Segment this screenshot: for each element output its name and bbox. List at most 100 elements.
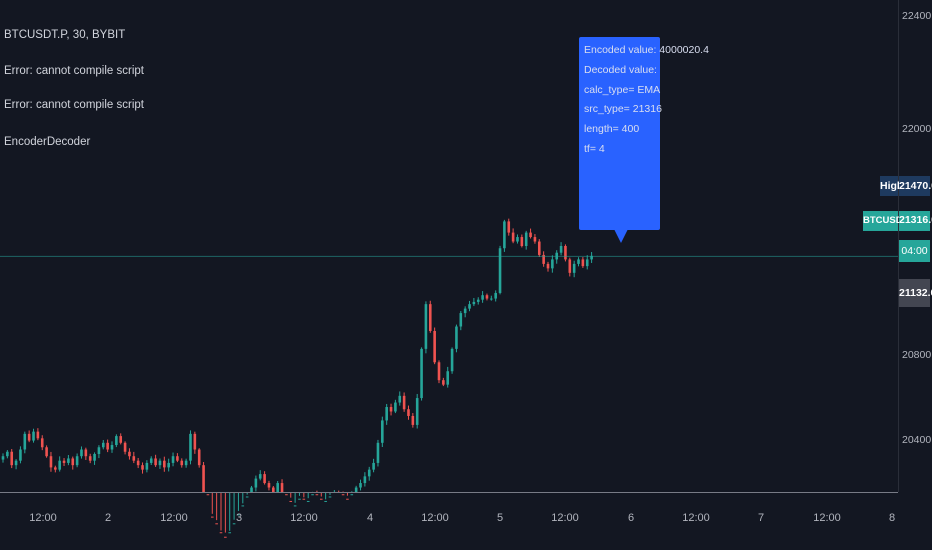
candle-body xyxy=(459,313,463,327)
candle-body xyxy=(476,299,480,302)
candle-body xyxy=(542,254,545,264)
candle-body xyxy=(71,458,75,466)
candle-body xyxy=(210,516,214,518)
tooltip-line: tf= 4 xyxy=(584,142,605,155)
tooltip-line: length= 400 xyxy=(584,123,640,136)
candle-body xyxy=(276,483,279,492)
candle-body xyxy=(97,447,101,454)
high-tag-badge: High xyxy=(880,176,903,196)
candle-body xyxy=(376,442,380,463)
candle-body xyxy=(1,456,5,460)
candle-body xyxy=(184,460,188,466)
candle-body xyxy=(6,451,9,457)
candle-body xyxy=(189,433,192,461)
low-price-badge: 21132.0 xyxy=(899,279,932,307)
candle-body xyxy=(250,487,253,492)
candle-body xyxy=(272,487,275,492)
candle-body xyxy=(149,458,153,463)
candle-body xyxy=(520,237,524,246)
candle-body xyxy=(215,523,218,525)
tooltip-pointer xyxy=(614,229,628,243)
candle-body xyxy=(132,456,136,461)
candle-body xyxy=(93,453,96,461)
candle-body xyxy=(67,458,70,463)
candle-body xyxy=(298,498,301,500)
y-tick-label: 20400.0 xyxy=(902,434,932,446)
candle-body xyxy=(88,456,92,461)
candle-body xyxy=(84,449,88,457)
candle-body xyxy=(176,456,179,461)
candle-body xyxy=(411,415,415,425)
candle-body xyxy=(367,469,371,477)
x-tick-label: 12:00 xyxy=(813,512,841,524)
candle-body xyxy=(141,465,144,470)
candle-body xyxy=(263,474,266,484)
candle-body xyxy=(577,259,580,264)
candle-body xyxy=(346,498,349,500)
candle-body xyxy=(546,263,550,269)
candle-body xyxy=(54,467,57,470)
legend-indicator[interactable]: EncoderDecoder xyxy=(4,136,91,148)
x-tick-label: 7 xyxy=(757,512,765,524)
candle-body xyxy=(494,292,497,299)
candle-body xyxy=(228,532,232,534)
candle-body xyxy=(590,255,593,260)
candle-body xyxy=(136,460,140,466)
candle-body xyxy=(319,498,323,500)
candle-body xyxy=(119,436,123,443)
x-tick-label: 12:00 xyxy=(551,512,579,524)
candle-body xyxy=(568,259,572,273)
candle-body xyxy=(36,431,40,439)
legend-error-2[interactable]: Error: cannot compile script xyxy=(4,99,144,111)
legend-error-1[interactable]: Error: cannot compile script xyxy=(4,65,144,77)
legend-symbol[interactable]: BTCUSDT.P, 30, BYBIT xyxy=(4,29,126,41)
y-tick-label: 22400.0 xyxy=(902,10,932,22)
candle-body xyxy=(381,420,384,443)
candle-body xyxy=(145,462,149,470)
candle-body xyxy=(302,498,306,500)
candle-body xyxy=(280,483,284,492)
x-tick-label: 12:00 xyxy=(290,512,318,524)
candle-body xyxy=(193,433,197,450)
candle-body xyxy=(398,395,402,403)
x-tick-label: 12:00 xyxy=(421,512,449,524)
candle-body xyxy=(23,433,27,450)
candle-body xyxy=(511,232,515,242)
x-tick-label: 2 xyxy=(104,512,112,524)
candle-body xyxy=(507,221,511,233)
candle-body xyxy=(394,402,397,412)
candle-body xyxy=(463,308,467,314)
candle-body xyxy=(359,483,362,488)
candle-body xyxy=(254,478,258,488)
x-tick-label: 12:00 xyxy=(682,512,710,524)
candle-body xyxy=(58,460,61,470)
x-tick-label: 12:00 xyxy=(160,512,188,524)
candle-body xyxy=(202,465,205,492)
candle-body xyxy=(468,304,471,309)
candle-body xyxy=(224,536,227,538)
candle-body xyxy=(372,462,375,470)
candle-body xyxy=(311,494,314,496)
candle-body xyxy=(245,496,249,498)
candle-body xyxy=(389,407,393,412)
candle-body xyxy=(581,259,585,267)
candle-body xyxy=(154,458,157,466)
candle-body xyxy=(455,326,458,349)
candle-body xyxy=(328,496,332,498)
candle-body xyxy=(171,456,175,463)
candle-body xyxy=(572,263,576,273)
candle-body xyxy=(293,505,297,507)
candle-body xyxy=(498,248,502,293)
candle-body xyxy=(237,514,240,516)
candle-body xyxy=(490,298,493,300)
x-tick-label: 3 xyxy=(235,512,243,524)
y-tick-label: 22000.0 xyxy=(902,123,932,135)
bar-countdown-badge: 04:00 xyxy=(899,240,930,262)
candle-body xyxy=(167,462,170,468)
candle-body xyxy=(415,398,419,425)
candle-body xyxy=(80,449,83,457)
candle-body xyxy=(289,500,293,502)
candle-body xyxy=(433,330,436,363)
